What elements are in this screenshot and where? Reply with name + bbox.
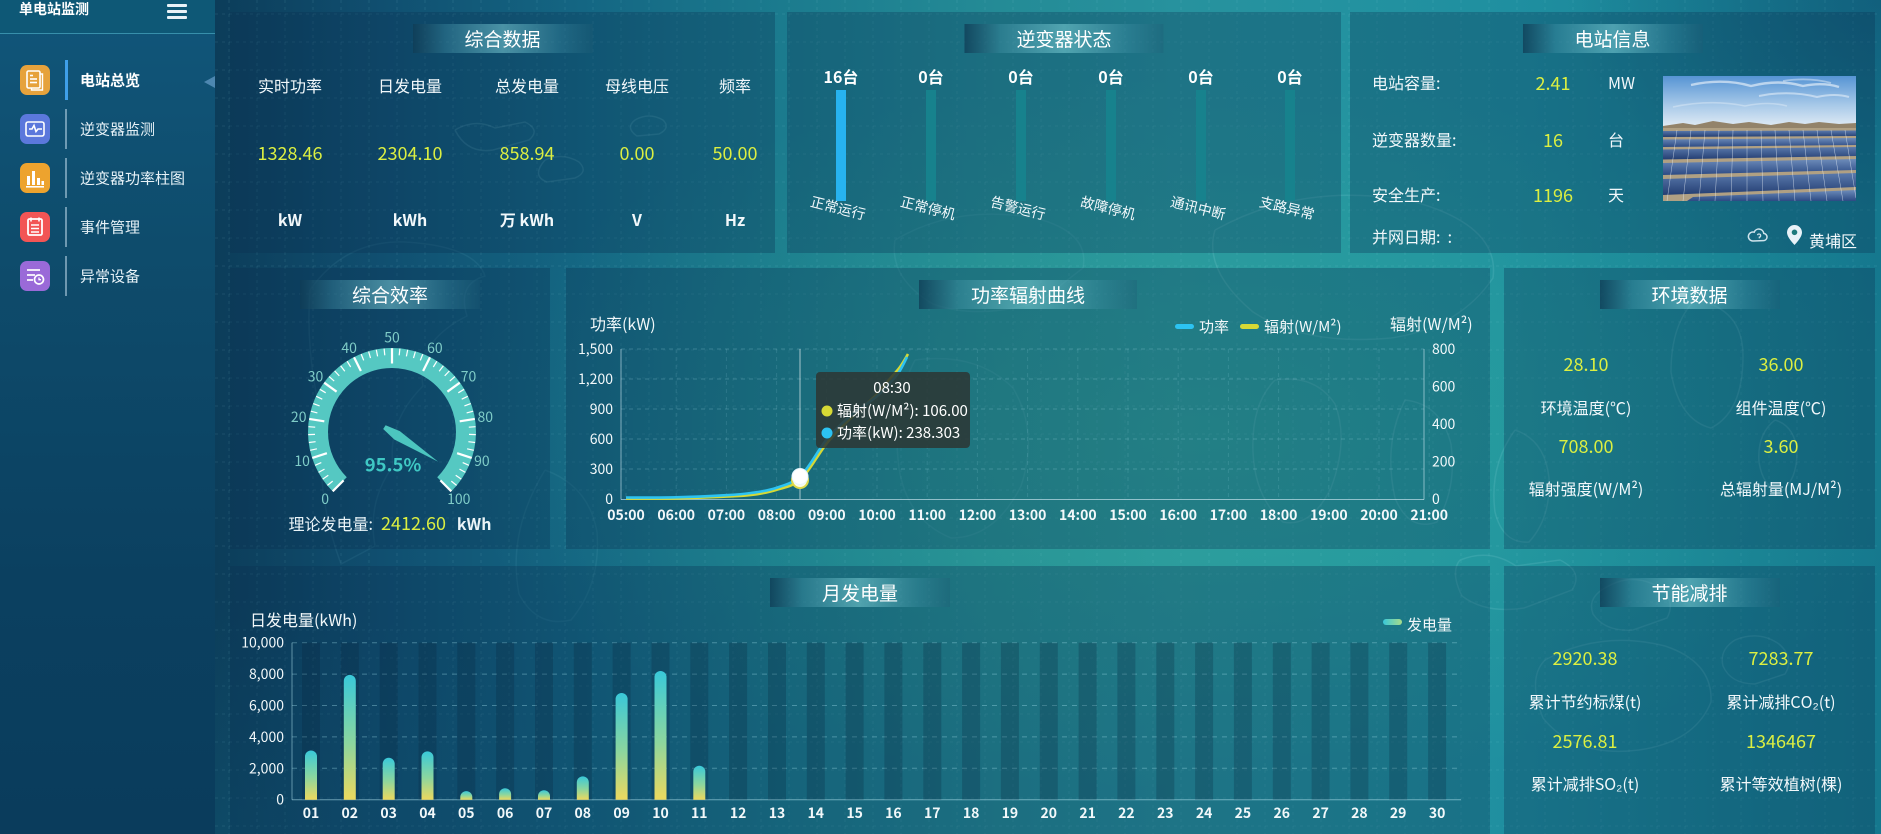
svg-text:29: 29 xyxy=(1390,803,1407,823)
svg-text:600: 600 xyxy=(1432,377,1456,397)
svg-text:22: 22 xyxy=(1118,803,1135,823)
svg-text:4,000: 4,000 xyxy=(249,727,284,747)
svg-text:27: 27 xyxy=(1312,803,1329,823)
svg-text:14:00: 14:00 xyxy=(1059,505,1097,525)
svg-text:30: 30 xyxy=(308,367,324,387)
svg-text:08: 08 xyxy=(575,803,592,823)
svg-text:08:00: 08:00 xyxy=(758,505,796,525)
svg-text:04: 04 xyxy=(419,803,436,823)
svg-text:60: 60 xyxy=(427,338,443,358)
svg-text:13: 13 xyxy=(769,803,786,823)
svg-text:12:00: 12:00 xyxy=(959,505,997,525)
svg-text:24: 24 xyxy=(1196,803,1213,823)
svg-text:0: 0 xyxy=(276,790,284,810)
svg-text:18:00: 18:00 xyxy=(1260,505,1298,525)
svg-text:09:00: 09:00 xyxy=(808,505,846,525)
svg-text:600: 600 xyxy=(590,429,614,449)
svg-text:200: 200 xyxy=(1432,452,1456,472)
svg-text:11: 11 xyxy=(691,803,708,823)
svg-text:90: 90 xyxy=(474,451,490,471)
svg-text:300: 300 xyxy=(590,459,614,479)
svg-text:8,000: 8,000 xyxy=(249,664,284,684)
svg-text:16: 16 xyxy=(885,803,902,823)
svg-text:05:00: 05:00 xyxy=(607,505,645,525)
svg-text:20: 20 xyxy=(291,407,307,427)
svg-text:日发电量(kWh): 日发电量(kWh) xyxy=(250,607,357,631)
svg-text:06: 06 xyxy=(497,803,514,823)
svg-text:功率(kW): 238.303: 功率(kW): 238.303 xyxy=(837,422,960,443)
svg-text:11:00: 11:00 xyxy=(908,505,946,525)
svg-text:16:00: 16:00 xyxy=(1159,505,1197,525)
svg-text:10: 10 xyxy=(294,451,310,471)
svg-text:18: 18 xyxy=(963,803,980,823)
svg-text:50: 50 xyxy=(384,328,400,348)
svg-text:21: 21 xyxy=(1079,803,1096,823)
svg-text:100: 100 xyxy=(447,489,471,509)
svg-text:2,000: 2,000 xyxy=(249,758,284,778)
svg-text:辐射(W/M²): 106.00: 辐射(W/M²): 106.00 xyxy=(837,400,968,421)
svg-text:0: 0 xyxy=(1432,489,1440,509)
svg-text:01: 01 xyxy=(303,803,320,823)
svg-text:28: 28 xyxy=(1351,803,1368,823)
svg-text:05: 05 xyxy=(458,803,475,823)
svg-text:19:00: 19:00 xyxy=(1310,505,1348,525)
svg-text:15: 15 xyxy=(846,803,863,823)
svg-text:26: 26 xyxy=(1274,803,1291,823)
svg-text:08:30: 08:30 xyxy=(873,377,910,398)
svg-text:15:00: 15:00 xyxy=(1109,505,1147,525)
svg-text:19: 19 xyxy=(1002,803,1019,823)
svg-text:辐射(W/M²): 辐射(W/M²) xyxy=(1390,311,1473,335)
svg-text:25: 25 xyxy=(1235,803,1252,823)
svg-text:06:00: 06:00 xyxy=(657,505,695,525)
svg-text:12: 12 xyxy=(730,803,747,823)
svg-text:0: 0 xyxy=(605,489,613,509)
svg-text:40: 40 xyxy=(341,338,357,358)
svg-text:03: 03 xyxy=(380,803,397,823)
svg-text:95.5%: 95.5% xyxy=(365,452,422,478)
svg-text:17: 17 xyxy=(924,803,941,823)
svg-text:辐射(W/M²): 辐射(W/M²) xyxy=(1264,316,1342,337)
svg-text:发电量: 发电量 xyxy=(1407,614,1452,635)
svg-text:70: 70 xyxy=(461,367,477,387)
svg-text:07:00: 07:00 xyxy=(708,505,746,525)
svg-text:20: 20 xyxy=(1041,803,1058,823)
svg-text:20:00: 20:00 xyxy=(1360,505,1398,525)
svg-text:功率: 功率 xyxy=(1199,316,1229,337)
svg-text:10: 10 xyxy=(652,803,669,823)
svg-text:17:00: 17:00 xyxy=(1210,505,1248,525)
svg-text:1,200: 1,200 xyxy=(578,369,613,389)
svg-text:23: 23 xyxy=(1157,803,1174,823)
svg-text:900: 900 xyxy=(590,399,614,419)
svg-text:21:00: 21:00 xyxy=(1410,505,1448,525)
svg-text:80: 80 xyxy=(478,407,494,427)
svg-text:30: 30 xyxy=(1429,803,1446,823)
svg-text:10:00: 10:00 xyxy=(858,505,896,525)
svg-text:功率(kW): 功率(kW) xyxy=(590,311,656,335)
svg-text:6,000: 6,000 xyxy=(249,696,284,716)
svg-text:07: 07 xyxy=(536,803,553,823)
svg-text:400: 400 xyxy=(1432,414,1456,434)
svg-text:13:00: 13:00 xyxy=(1009,505,1047,525)
svg-text:0: 0 xyxy=(321,489,329,509)
svg-text:09: 09 xyxy=(613,803,630,823)
svg-text:10,000: 10,000 xyxy=(241,633,284,653)
svg-text:14: 14 xyxy=(808,803,825,823)
svg-text:1,500: 1,500 xyxy=(578,339,613,359)
svg-text:800: 800 xyxy=(1432,339,1456,359)
svg-text:02: 02 xyxy=(342,803,359,823)
